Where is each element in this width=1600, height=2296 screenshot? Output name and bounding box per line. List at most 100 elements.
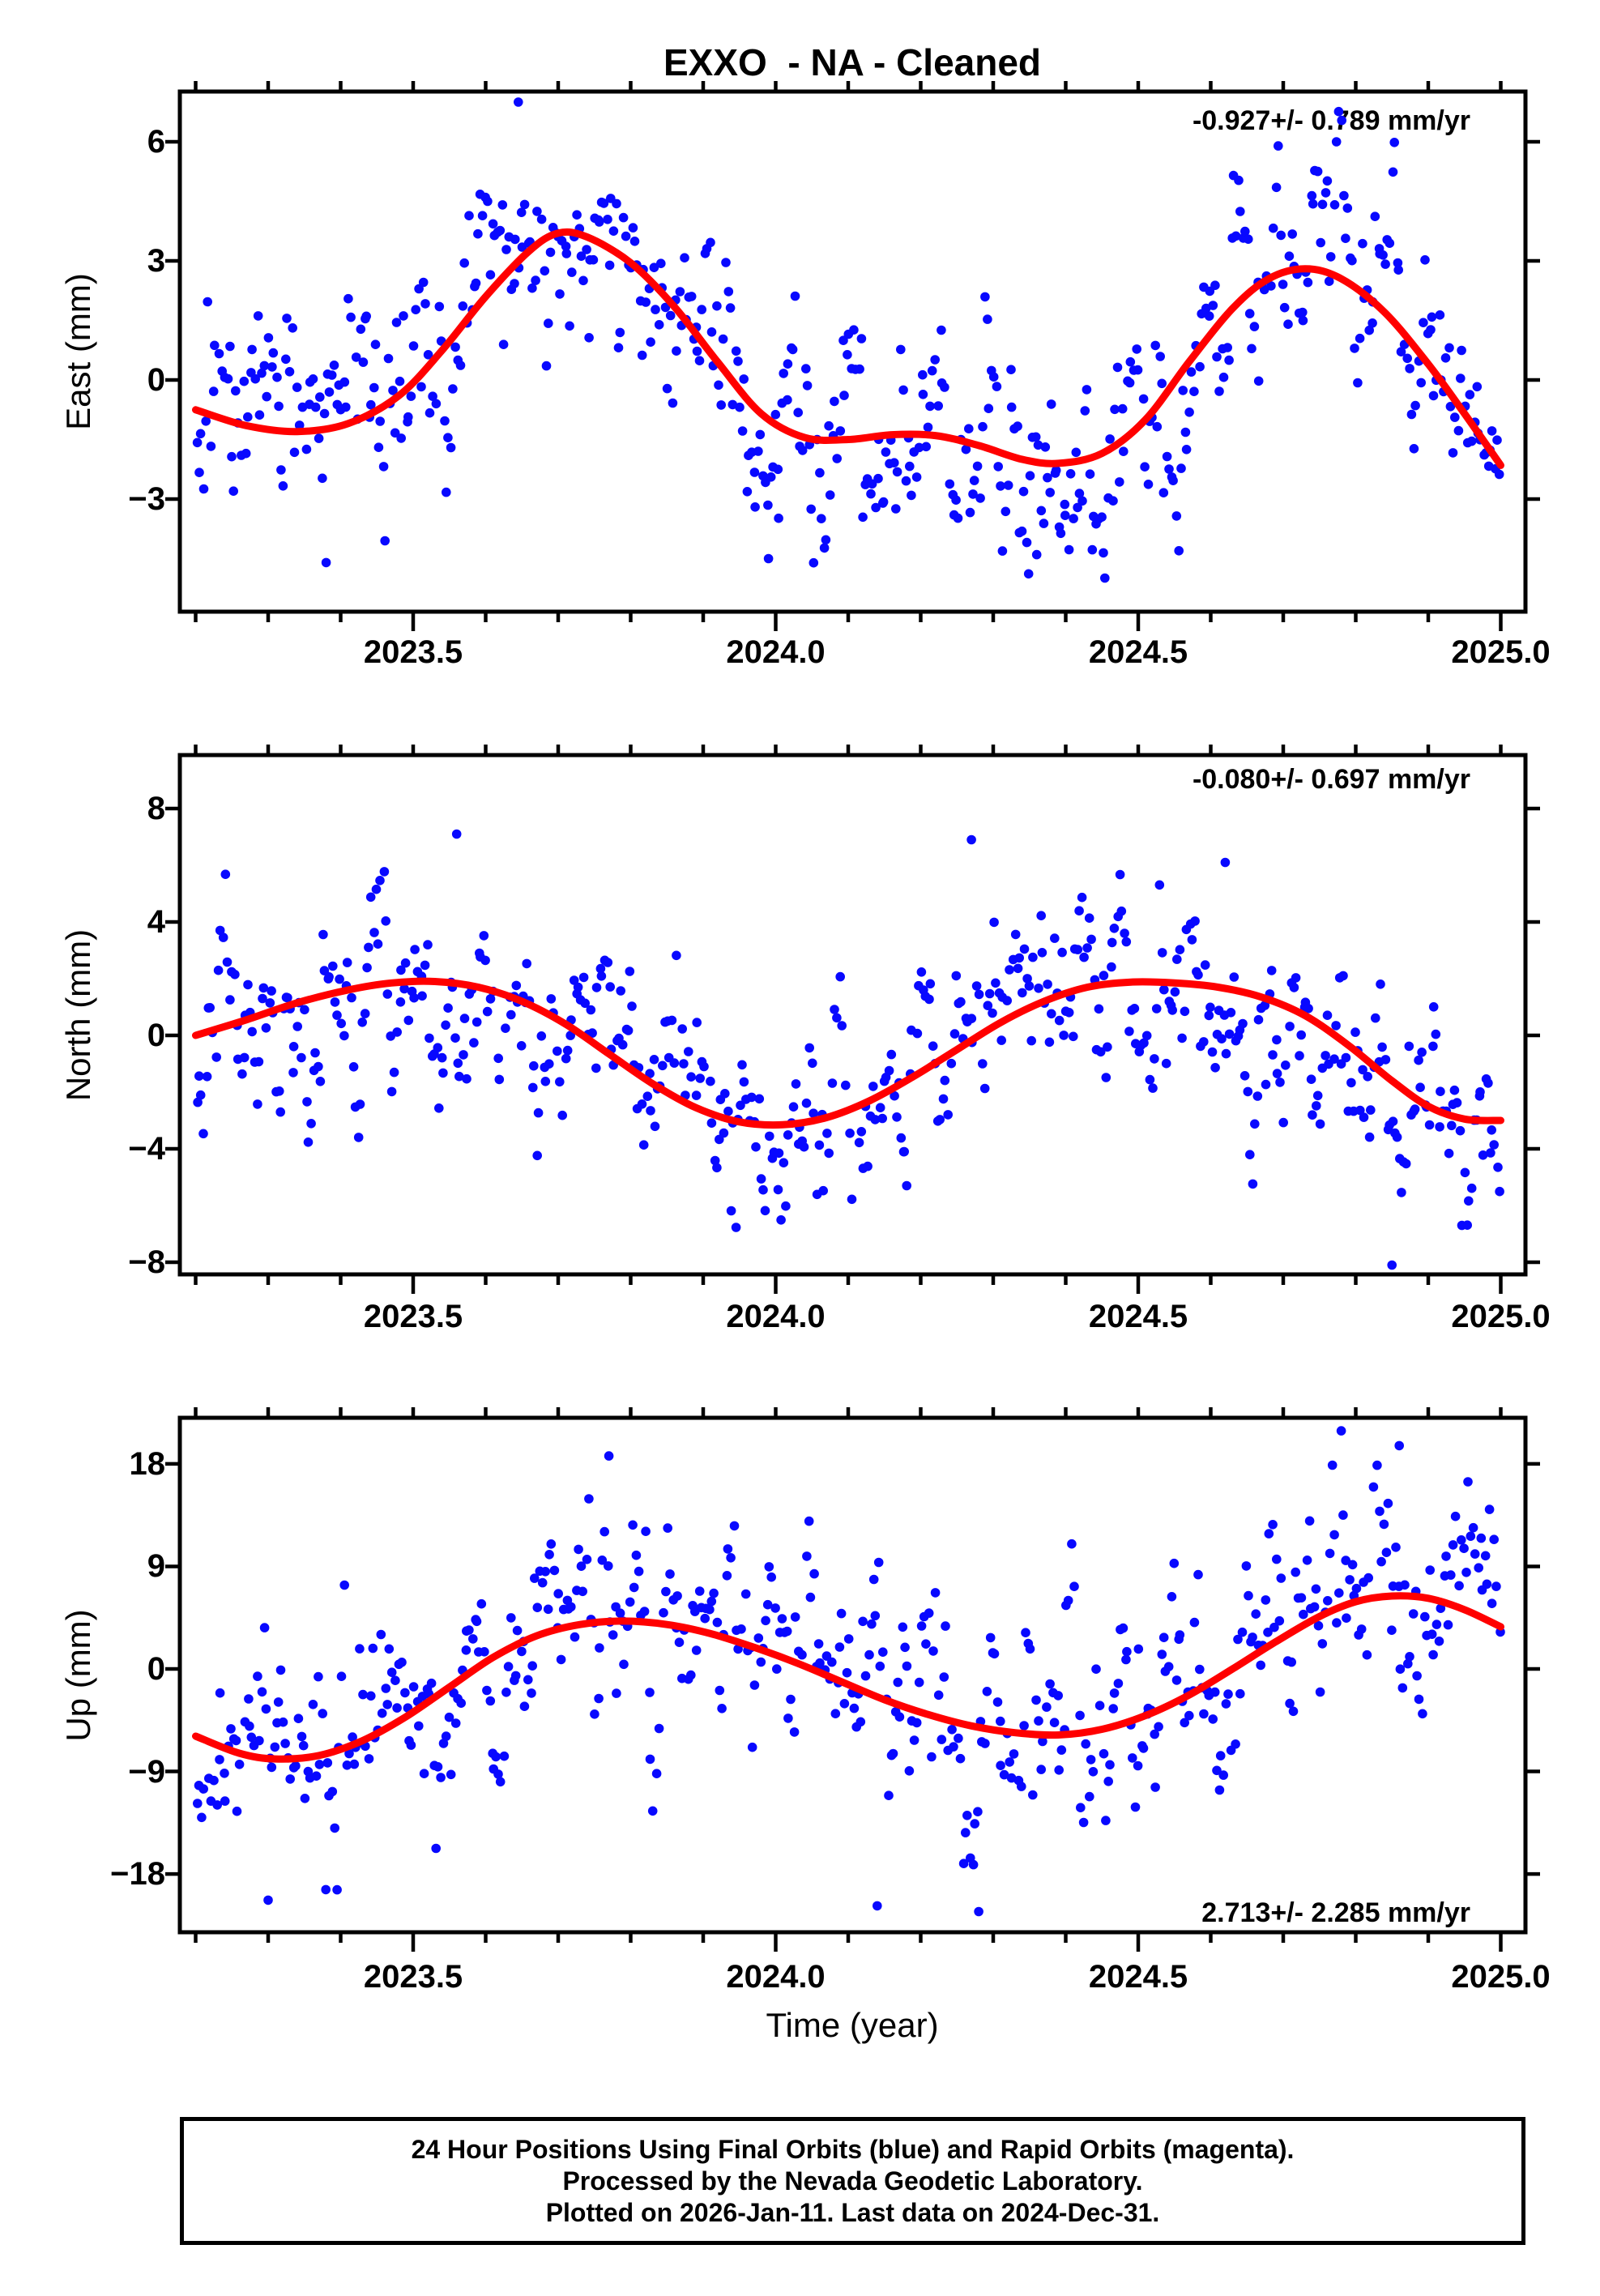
- data-point: [1457, 1535, 1466, 1545]
- data-point: [723, 287, 734, 297]
- data-point: [802, 381, 813, 390]
- data-point: [1329, 1054, 1339, 1064]
- data-point: [278, 481, 288, 491]
- data-point: [388, 386, 398, 395]
- data-point: [1175, 945, 1185, 954]
- data-point: [933, 1690, 944, 1701]
- data-point: [562, 1045, 573, 1056]
- data-point: [1064, 1008, 1074, 1018]
- data-point: [1461, 1568, 1471, 1577]
- data-point: [1252, 1091, 1263, 1101]
- data-point: [946, 1058, 957, 1069]
- data-point: [1412, 1671, 1422, 1681]
- data-point: [1329, 1530, 1339, 1540]
- data-point: [1256, 1660, 1265, 1671]
- data-point: [612, 198, 621, 209]
- data-point: [1017, 526, 1027, 536]
- data-point: [270, 1742, 280, 1752]
- data-point: [902, 1661, 912, 1671]
- data-point: [864, 1649, 874, 1660]
- data-point: [660, 302, 671, 313]
- data-point: [654, 320, 664, 330]
- data-point: [1495, 1186, 1504, 1197]
- data-point: [672, 1591, 682, 1601]
- x-tick-label: 2025.0: [1451, 634, 1551, 670]
- data-point: [993, 462, 1003, 472]
- data-point: [638, 1140, 649, 1150]
- data-point: [257, 368, 267, 378]
- data-point: [868, 1574, 879, 1585]
- x-tick-label: 2024.0: [726, 1959, 826, 1995]
- data-point: [1069, 514, 1078, 523]
- data-point: [446, 442, 456, 453]
- data-point: [400, 958, 411, 968]
- data-point: [1037, 948, 1047, 958]
- data-point: [717, 1704, 727, 1713]
- data-point: [498, 339, 509, 350]
- data-point: [964, 424, 974, 433]
- data-point: [565, 1031, 575, 1040]
- data-point: [930, 355, 940, 365]
- data-point: [955, 1753, 966, 1764]
- data-point-outlier: [1031, 549, 1042, 560]
- data-point: [1103, 1777, 1113, 1786]
- data-point: [572, 210, 582, 220]
- data-point: [544, 318, 553, 328]
- data-point: [1274, 1615, 1285, 1626]
- y-tick-label: 9: [147, 1548, 165, 1585]
- data-point: [1377, 1042, 1387, 1052]
- data-point: [783, 359, 793, 369]
- data-point: [928, 1646, 938, 1656]
- data-point: [1045, 488, 1055, 497]
- data-point: [201, 416, 211, 426]
- data-point: [1487, 1598, 1497, 1608]
- data-point: [1317, 1639, 1328, 1649]
- data-point: [1244, 1590, 1253, 1601]
- data-point: [1112, 362, 1123, 373]
- data-point: [403, 1015, 414, 1026]
- data-point: [1237, 1627, 1248, 1637]
- y-tick-label: −3: [128, 481, 165, 517]
- data-point: [1034, 984, 1043, 993]
- data-point: [485, 270, 496, 280]
- data-point: [646, 1106, 655, 1116]
- data-point: [433, 1043, 443, 1052]
- data-point: [710, 1155, 720, 1166]
- data-point: [375, 416, 386, 426]
- data-point: [663, 1523, 672, 1533]
- data-point: [933, 401, 943, 411]
- data-point: [777, 1614, 787, 1624]
- data-point: [832, 454, 842, 463]
- data-point: [510, 1671, 521, 1681]
- data-point: [373, 939, 383, 949]
- data-point: [1296, 1030, 1306, 1040]
- data-point: [231, 386, 241, 396]
- data-point: [1291, 973, 1301, 983]
- data-point: [756, 1657, 766, 1667]
- data-point: [747, 1742, 757, 1752]
- data-point: [781, 1201, 791, 1211]
- data-point: [541, 361, 552, 371]
- data-point: [1351, 1583, 1362, 1594]
- data-point: [265, 998, 275, 1008]
- data-point: [1419, 318, 1428, 328]
- data-point: [783, 395, 792, 405]
- data-point: [1086, 1755, 1096, 1765]
- data-point: [573, 982, 583, 992]
- data-point: [975, 493, 985, 503]
- data-point: [239, 376, 250, 386]
- data-point: [440, 416, 450, 426]
- data-point: [549, 1565, 560, 1576]
- data-point: [491, 1752, 501, 1762]
- data-point: [834, 1642, 845, 1652]
- data-point: [225, 341, 235, 352]
- data-point: [641, 1526, 651, 1536]
- data-point: [766, 1572, 776, 1582]
- data-point: [301, 444, 312, 455]
- data-point: [1025, 1644, 1035, 1654]
- data-point: [1013, 963, 1023, 974]
- data-point: [1268, 1050, 1278, 1060]
- data-point: [801, 364, 811, 373]
- data-point: [310, 1048, 320, 1058]
- data-point: [1128, 1753, 1137, 1763]
